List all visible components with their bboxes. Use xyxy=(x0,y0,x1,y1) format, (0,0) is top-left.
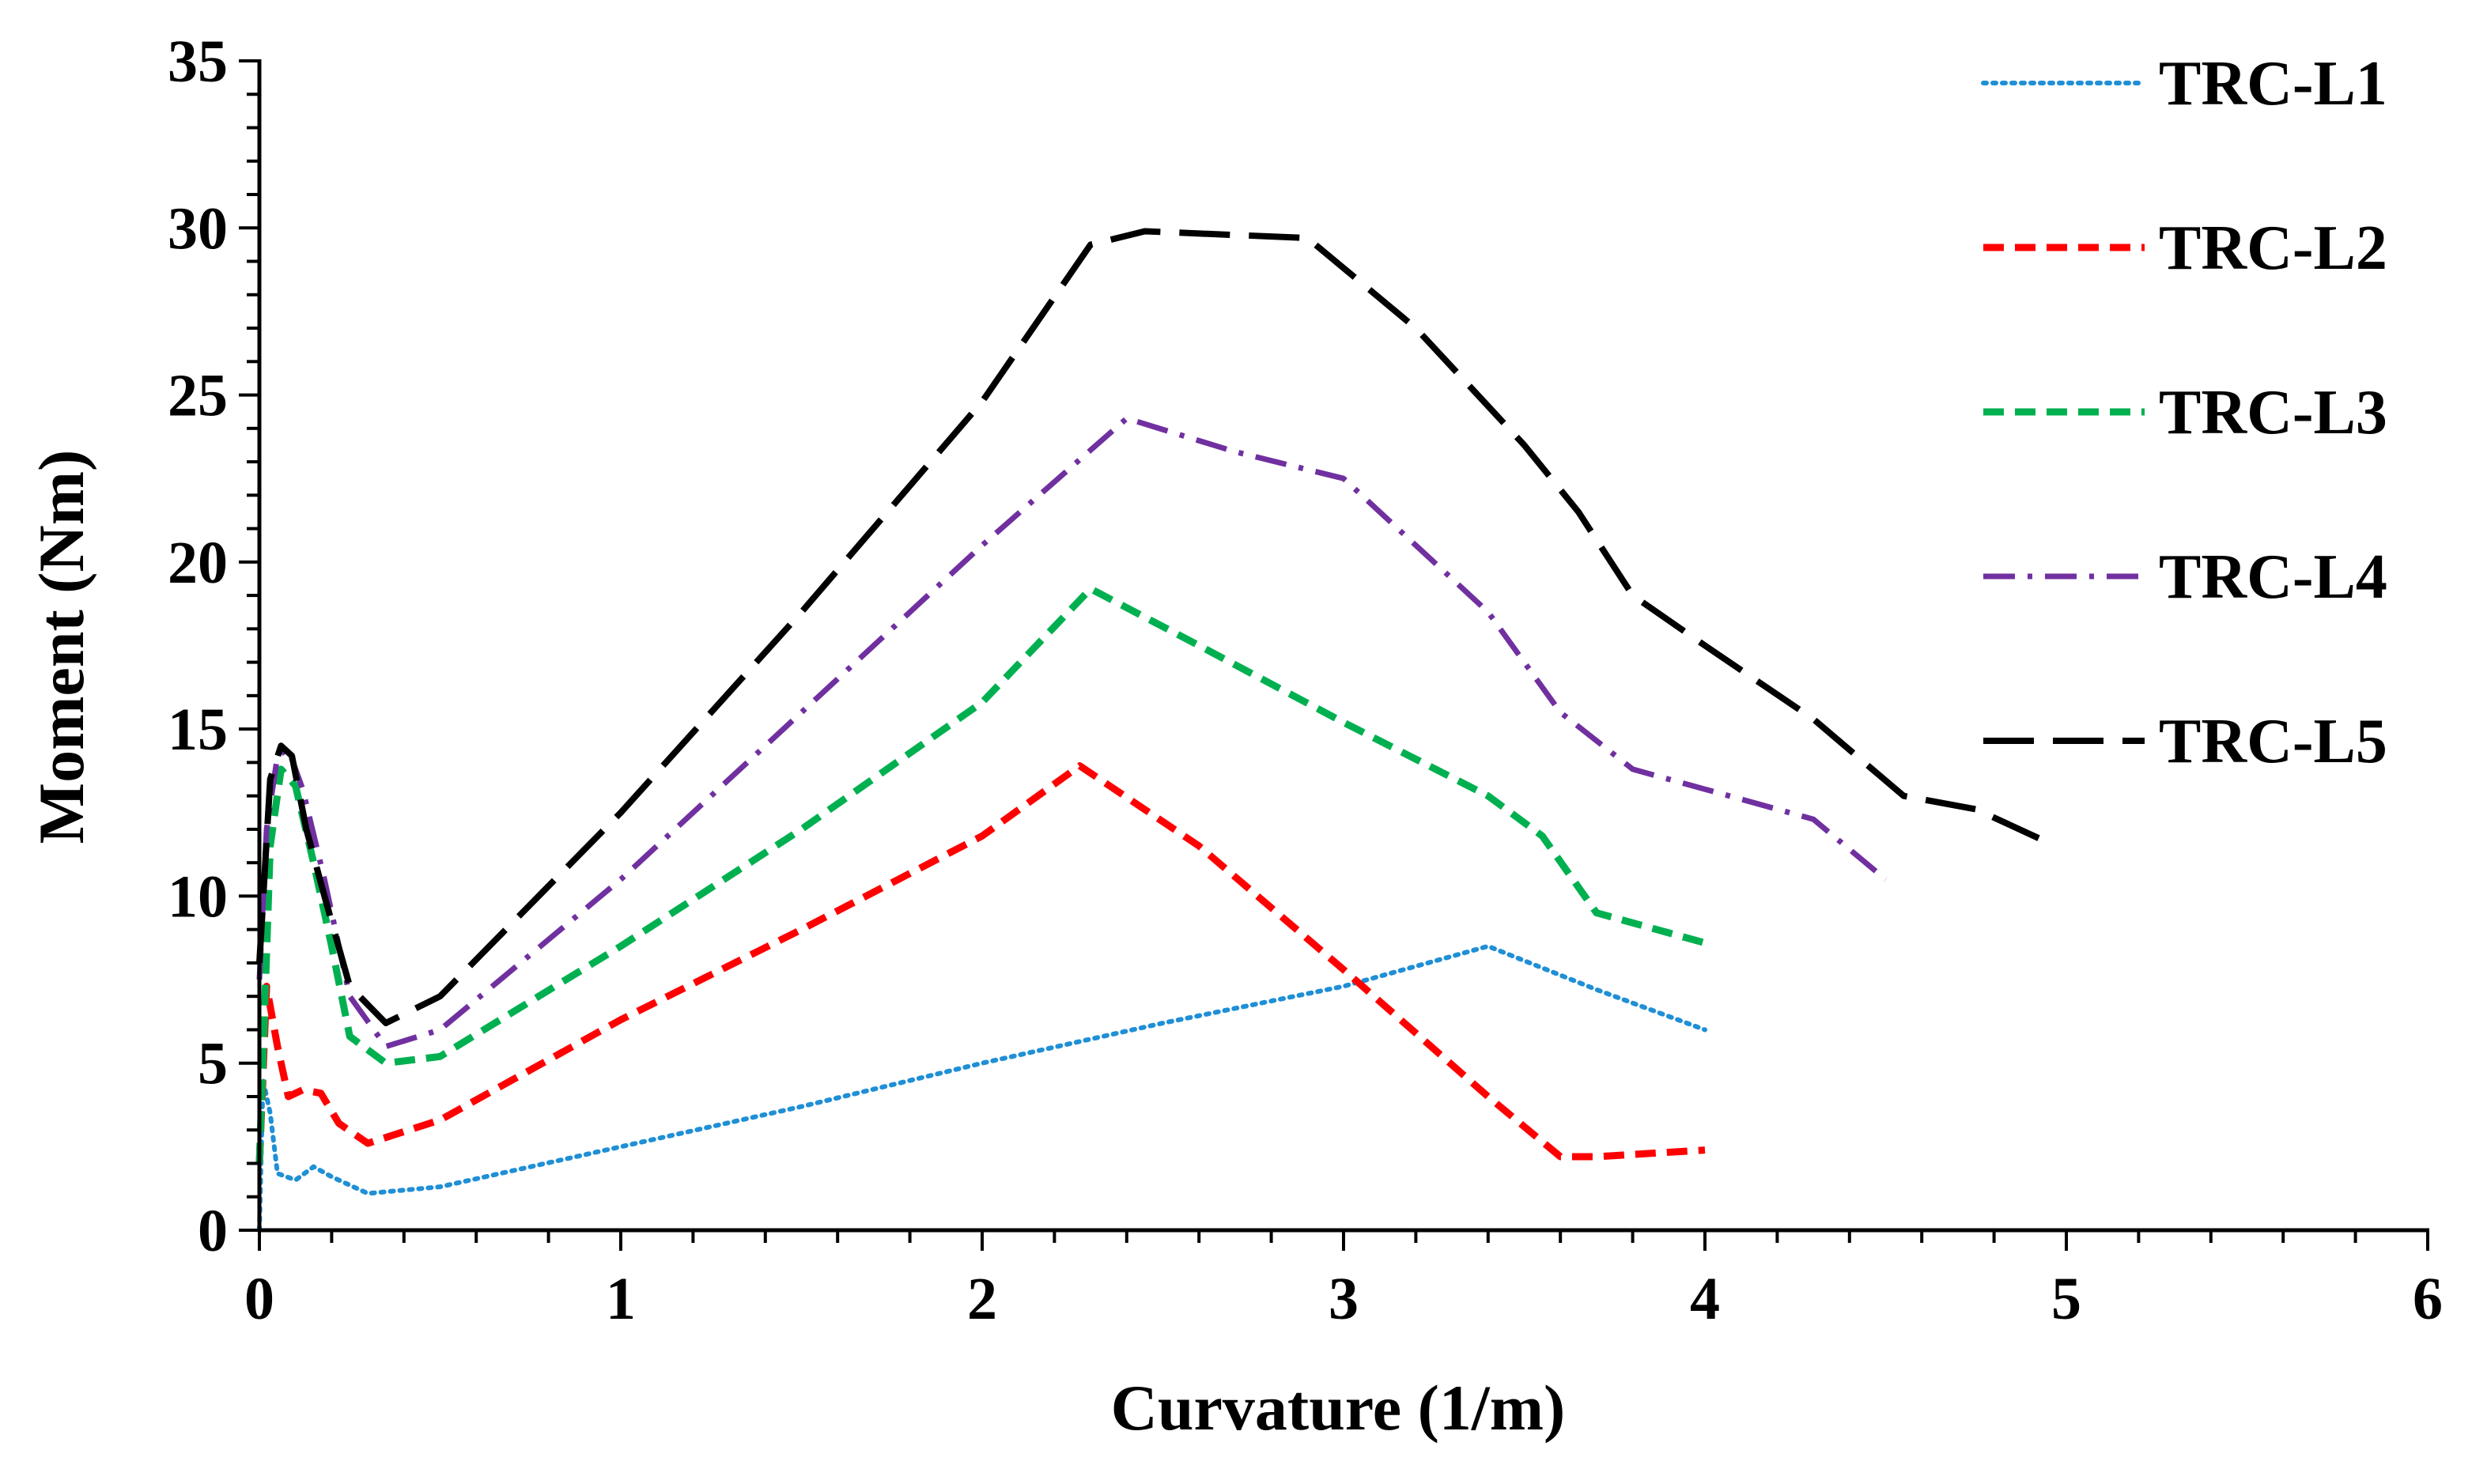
legend: TRC-L1 TRC-L2 TRC-L3 TRC-L4 TRC-L5 xyxy=(1981,49,2387,776)
x-tick-label: 5 xyxy=(2051,1266,2081,1332)
x-tick-label: 4 xyxy=(1690,1266,1720,1332)
axes-group xyxy=(257,59,2429,1233)
x-tick-label: 3 xyxy=(1329,1266,1359,1332)
legend-label-trc-l4: TRC-L4 xyxy=(2159,542,2387,612)
y-tick-label: 15 xyxy=(168,697,228,763)
x-axis-title: Curvature (1/m) xyxy=(1111,1372,1566,1444)
y-axis-title: Moment (Nm) xyxy=(25,450,97,844)
series-line-trc-l2 xyxy=(255,762,1706,1164)
ticks-group: 0 1 2 3 4 5 6 0 5 10 15 20 25 30 35 xyxy=(168,28,2443,1332)
x-tick-label: 6 xyxy=(2413,1266,2443,1332)
series-line-trc-l3 xyxy=(255,585,1707,1164)
x-tick-label: 0 xyxy=(244,1266,274,1332)
series-line-trc-l4 xyxy=(256,415,1888,1050)
legend-label-trc-l5: TRC-L5 xyxy=(2159,707,2387,776)
y-tick-label: 0 xyxy=(198,1198,228,1264)
y-tick-label: 20 xyxy=(168,530,228,596)
x-tick-label: 1 xyxy=(606,1266,636,1332)
legend-label-trc-l1: TRC-L1 xyxy=(2159,49,2387,119)
legend-label-trc-l3: TRC-L3 xyxy=(2159,378,2387,447)
x-tick-label: 2 xyxy=(967,1266,997,1332)
series-line-trc-l5 xyxy=(256,228,2050,1026)
series-line-trc-l1 xyxy=(257,943,1707,1233)
y-tick-label: 30 xyxy=(168,195,228,262)
plot-series-group xyxy=(255,228,2050,1233)
y-tick-label: 5 xyxy=(198,1031,228,1097)
y-tick-label: 35 xyxy=(168,28,228,95)
y-tick-label: 10 xyxy=(168,863,228,930)
y-tick-label: 25 xyxy=(168,363,228,429)
legend-label-trc-l2: TRC-L2 xyxy=(2159,213,2387,283)
